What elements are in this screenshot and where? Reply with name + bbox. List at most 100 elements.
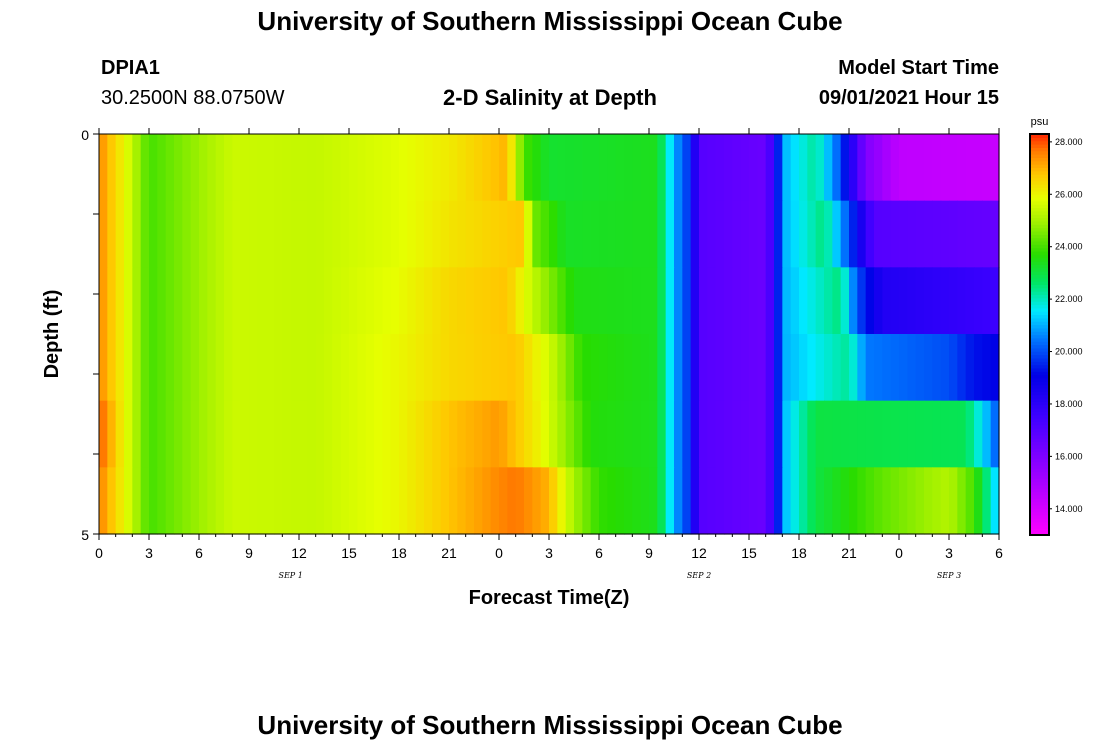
heatmap-cell (790, 200, 800, 268)
heatmap-cell (282, 467, 292, 535)
heatmap-cell (907, 267, 917, 335)
heatmap-cell (340, 200, 350, 268)
x-tick-label: 3 (945, 545, 953, 561)
heatmap-cell (857, 400, 867, 468)
heatmap-cell (507, 467, 517, 535)
heatmap-cell (115, 467, 125, 535)
heatmap-cell (507, 200, 517, 268)
heatmap-cell (707, 267, 717, 335)
heatmap-cell (349, 200, 358, 268)
heatmap-cell (624, 134, 633, 202)
heatmap-cell (457, 134, 467, 202)
heatmap-cell (957, 400, 967, 468)
heatmap-cell (299, 400, 308, 468)
colorbar-segment (1030, 391, 1049, 396)
heatmap-cell (757, 134, 767, 202)
colorbar-segment (1030, 421, 1049, 426)
heatmap-cell (857, 134, 867, 202)
heatmap-cell (965, 134, 975, 202)
chart-subtitle: 2-D Salinity at Depth (443, 85, 657, 110)
heatmap-cell (940, 467, 950, 535)
heatmap-cell (357, 267, 367, 335)
heatmap-cell (374, 334, 383, 402)
heatmap-cell (940, 334, 950, 402)
heatmap-cell (307, 200, 317, 268)
heatmap-cell (290, 200, 300, 268)
heatmap-cell (715, 467, 725, 535)
heatmap-cell (640, 267, 650, 335)
heatmap-cell (390, 200, 400, 268)
heatmap-cell (807, 267, 817, 335)
colorbar-segment (1030, 418, 1049, 422)
colorbar-segment (1030, 311, 1049, 316)
heatmap-cell (915, 134, 925, 202)
heatmap-cell (315, 400, 325, 468)
heatmap-cell (699, 467, 708, 535)
colorbar-segment (1030, 464, 1049, 469)
heatmap-cell (840, 400, 850, 468)
heatmap-cell (624, 467, 633, 535)
heatmap-cell (874, 134, 883, 202)
heatmap-cell (565, 267, 575, 335)
colorbar-segment (1030, 471, 1049, 476)
station-id: DPIA1 (101, 57, 160, 79)
heatmap-cell (657, 134, 667, 202)
heatmap-cell (565, 200, 575, 268)
heatmap-cell (549, 467, 558, 535)
heatmap-cell (857, 267, 867, 335)
heatmap-cell (365, 467, 375, 535)
heatmap-cell (790, 467, 800, 535)
colorbar-segment (1030, 224, 1049, 229)
heatmap-cell (265, 334, 275, 402)
colorbar-segment (1030, 444, 1049, 449)
colorbar-segment (1030, 498, 1049, 503)
heatmap-cell (824, 267, 833, 335)
heatmap-cell (740, 334, 750, 402)
heatmap-cell (415, 400, 425, 468)
x-axis-label: Forecast Time(Z) (469, 587, 630, 609)
heatmap-cell (407, 334, 417, 402)
heatmap-cell (982, 134, 992, 202)
heatmap-cell (490, 400, 500, 468)
colorbar-segment (1030, 394, 1049, 399)
heatmap-cell (99, 200, 108, 268)
colorbar-segment (1030, 207, 1049, 212)
colorbar-segment (1030, 461, 1049, 466)
heatmap-cell (690, 134, 700, 202)
heatmap-cell (915, 200, 925, 268)
heatmap-cell (424, 134, 433, 202)
heatmap-cell (465, 334, 475, 402)
heatmap-cell (865, 400, 875, 468)
heatmap-cell (174, 467, 183, 535)
heatmap-cell (749, 334, 758, 402)
heatmap-cell (674, 400, 683, 468)
heatmap-cell (382, 200, 392, 268)
heatmap-cell (990, 200, 1000, 268)
colorbar-segment (1030, 364, 1049, 369)
heatmap-cell (349, 267, 358, 335)
heatmap-cell (382, 467, 392, 535)
colorbar-segment (1030, 511, 1049, 516)
heatmap-cell (724, 134, 733, 202)
heatmap-cell (224, 467, 233, 535)
colorbar-segment (1030, 371, 1049, 376)
heatmap-cell (257, 334, 267, 402)
heatmap-cell (549, 200, 558, 268)
colorbar-segment (1030, 334, 1049, 339)
heatmap-cell (632, 400, 642, 468)
model-start-label: Model Start Time (838, 57, 999, 79)
heatmap-cell (190, 267, 200, 335)
heatmap-cell (399, 200, 408, 268)
colorbar-segment (1030, 401, 1049, 406)
heatmap-cell (365, 334, 375, 402)
heatmap-cell (657, 267, 667, 335)
heatmap-cell (682, 467, 692, 535)
heatmap-cell (815, 400, 825, 468)
heatmap-cell (949, 267, 958, 335)
heatmap-cell (657, 400, 667, 468)
heatmap-cell (340, 400, 350, 468)
heatmap-cell (524, 267, 533, 335)
heatmap-cell (457, 267, 467, 335)
heatmap-cell (799, 267, 808, 335)
heatmap-cell (615, 400, 625, 468)
